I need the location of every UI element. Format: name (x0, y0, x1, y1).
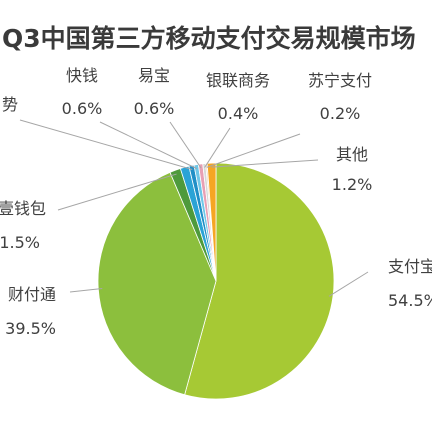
leader-line-8 (204, 127, 231, 168)
slice-labels: 支付宝 54.5% 财付通 39.5% 壹钱包 1.5% 势 快钱 0.6% 易宝 0.6% 银联商务… (0, 66, 432, 338)
slice-value-label: 0.4% (218, 104, 259, 123)
slice-name-label: 财付通 (8, 285, 56, 304)
leader-line-3 (57, 173, 177, 211)
slice-name-label: 易宝 (138, 66, 170, 85)
pie-slice-1 (184, 162, 335, 400)
leader-line-2 (69, 287, 103, 293)
slice-value-label: 1.5% (0, 233, 40, 252)
leader-line-10 (211, 159, 319, 168)
slice-name-label: 势 (2, 95, 18, 114)
slice-name-label: 苏宁支付 (308, 71, 372, 90)
leader-line-5 (19, 119, 193, 170)
pie-slices (97, 162, 335, 400)
slice-value-label: 1.2% (332, 175, 373, 194)
slice-value-label: 0.6% (62, 99, 103, 118)
leader-line-9 (206, 133, 301, 168)
slice-value-label: 39.5% (5, 319, 56, 338)
slice-name-label: 快钱 (66, 66, 98, 85)
slice-name-label: 其他 (336, 145, 368, 164)
slice-value-label: 0.6% (134, 99, 175, 118)
leader-lines (19, 119, 369, 297)
leader-line-6 (99, 121, 198, 170)
slice-name-label: 银联商务 (206, 71, 270, 90)
leader-line-7 (169, 121, 202, 169)
chart-title: Q3中国第三方移动支付交易规模市场 (2, 24, 416, 53)
slice-name-label: 壹钱包 (0, 199, 46, 218)
leader-line-1 (328, 271, 369, 297)
slice-name-label: 支付宝 (388, 257, 432, 276)
slice-value-label: 0.2% (320, 104, 361, 123)
slice-value-label: 54.5% (388, 291, 432, 310)
